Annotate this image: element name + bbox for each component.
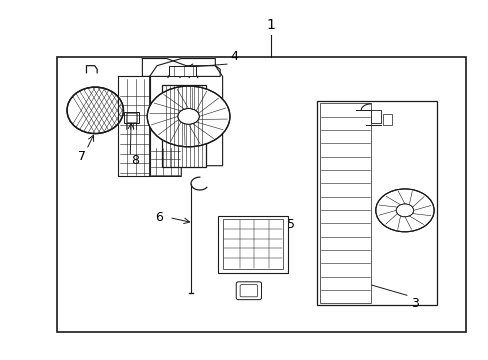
- Polygon shape: [118, 76, 149, 176]
- FancyBboxPatch shape: [236, 282, 261, 300]
- Text: 8: 8: [131, 154, 139, 167]
- Polygon shape: [142, 59, 220, 76]
- Text: 4: 4: [230, 50, 238, 63]
- Circle shape: [375, 189, 433, 232]
- Ellipse shape: [67, 87, 123, 134]
- Bar: [222, 219, 283, 269]
- Bar: [317, 102, 436, 305]
- Circle shape: [395, 204, 413, 217]
- Circle shape: [178, 109, 199, 124]
- Bar: [162, 85, 205, 167]
- Text: 6: 6: [155, 211, 163, 224]
- Polygon shape: [149, 59, 222, 176]
- Bar: [57, 57, 465, 332]
- Bar: [125, 113, 136, 122]
- Bar: [169, 66, 196, 76]
- Text: 3: 3: [410, 297, 418, 310]
- Text: 2: 2: [208, 97, 216, 110]
- Text: 7: 7: [78, 150, 85, 163]
- Bar: [382, 114, 391, 125]
- Bar: [319, 103, 370, 303]
- FancyBboxPatch shape: [240, 285, 257, 297]
- Bar: [217, 216, 287, 273]
- Bar: [370, 111, 380, 123]
- Text: 1: 1: [266, 18, 275, 32]
- Bar: [123, 112, 138, 123]
- Text: 5: 5: [286, 218, 294, 231]
- Circle shape: [147, 86, 229, 147]
